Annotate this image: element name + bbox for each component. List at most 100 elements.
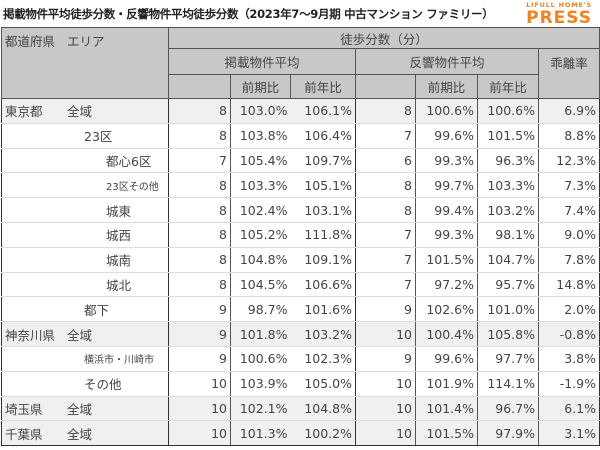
- pref-name: 神奈川県: [5, 327, 56, 343]
- table-row: 東京都 全域 8 103.0% 106.1% 8 100.6% 100.6% 6.9%: [1, 98, 600, 124]
- response-yoy: 104.7%: [477, 246, 539, 273]
- gap-rate: -0.8%: [538, 321, 600, 347]
- listed-avg-header: 掲載物件平均: [168, 48, 356, 75]
- area-cell: 23区: [1, 122, 169, 149]
- response-minutes: 7: [355, 271, 416, 298]
- table-row: その他 10 103.9% 105.0% 10 101.9% 114.1% -1.9%: [1, 370, 600, 397]
- listed-qoq: 104.5%: [230, 271, 291, 298]
- response-minutes: 10: [355, 395, 416, 422]
- listed-minutes: 9: [168, 296, 231, 323]
- area-cell: 埼玉県 全域: [1, 395, 169, 422]
- area-cell: 神奈川県 全域: [1, 321, 169, 347]
- listed-minutes-header: [168, 74, 231, 99]
- response-minutes: 7: [355, 221, 416, 248]
- response-qoq: 100.6%: [415, 98, 478, 124]
- lifull-press-logo: LIFULL HOME'S PRESS: [526, 2, 592, 27]
- pref-name: 東京都: [5, 104, 43, 120]
- response-minutes: 8: [355, 98, 416, 124]
- area-name: 都下: [84, 302, 110, 318]
- listed-qoq-header: 前期比: [230, 74, 291, 99]
- response-yoy: 96.7%: [477, 395, 539, 422]
- table-row: 城東 8 102.4% 103.1% 8 99.4% 103.2% 7.4%: [1, 197, 600, 223]
- response-qoq: 99.6%: [415, 122, 478, 149]
- listed-qoq: 101.8%: [230, 321, 291, 347]
- gap-rate: 3.1%: [538, 420, 600, 447]
- response-yoy: 101.0%: [477, 296, 539, 323]
- response-yoy: 97.9%: [477, 420, 539, 447]
- area-name: 城東: [106, 203, 132, 219]
- gap-rate: 7.3%: [538, 172, 600, 199]
- pref-name: 埼玉県: [5, 401, 43, 417]
- listed-yoy: 105.1%: [290, 172, 356, 199]
- logo-line2: PRESS: [526, 7, 592, 28]
- pref-header: 都道府県: [5, 34, 56, 49]
- area-name: 全域: [67, 327, 93, 343]
- gap-rate: 3.8%: [538, 345, 600, 372]
- gap-rate: 7.8%: [538, 246, 600, 273]
- gap-rate: 2.0%: [538, 296, 600, 323]
- response-qoq: 101.5%: [415, 420, 478, 447]
- listed-minutes: 7: [168, 147, 231, 174]
- listed-minutes: 8: [168, 98, 231, 124]
- area-name: 全域: [67, 401, 93, 417]
- gap-rate: 9.0%: [538, 221, 600, 248]
- listed-qoq: 103.8%: [230, 122, 291, 149]
- listed-yoy: 109.7%: [290, 147, 356, 174]
- response-minutes: 7: [355, 122, 416, 149]
- listed-minutes: 10: [168, 395, 231, 422]
- listed-yoy: 103.2%: [290, 321, 356, 347]
- gap-rate-header: 乖離率: [537, 48, 600, 99]
- listed-yoy: 100.2%: [290, 420, 356, 447]
- response-avg-header: 反響物件平均: [355, 48, 539, 75]
- listed-qoq: 103.9%: [230, 370, 291, 397]
- area-cell: 千葉県 全域: [1, 420, 169, 447]
- listed-yoy: 102.3%: [290, 345, 356, 372]
- listed-qoq: 103.3%: [230, 172, 291, 199]
- listed-yoy: 105.0%: [290, 370, 356, 397]
- response-minutes: 9: [355, 345, 416, 372]
- response-minutes: 8: [355, 197, 416, 223]
- response-qoq: 99.6%: [415, 345, 478, 372]
- listed-minutes: 8: [168, 271, 231, 298]
- response-qoq: 99.4%: [415, 197, 478, 223]
- response-qoq: 101.5%: [415, 246, 478, 273]
- area-cell: 東京都 全域: [1, 98, 169, 124]
- area-name: 横浜市・川崎市: [84, 355, 154, 367]
- area-name: 城西: [106, 228, 132, 244]
- listed-qoq: 105.2%: [230, 221, 291, 248]
- area-cell: 城東: [1, 197, 169, 223]
- response-qoq: 100.4%: [415, 321, 478, 347]
- listed-qoq: 101.3%: [230, 420, 291, 447]
- gap-rate: 6.9%: [538, 98, 600, 124]
- response-yoy: 103.3%: [477, 172, 539, 199]
- table-row: 神奈川県 全域 9 101.8% 103.2% 10 100.4% 105.8% -0.8%: [1, 321, 600, 347]
- listed-qoq: 102.1%: [230, 395, 291, 422]
- response-minutes: 7: [355, 246, 416, 273]
- table-row: 23区 8 103.8% 106.4% 7 99.6% 101.5% 8.8%: [1, 122, 600, 149]
- response-qoq: 101.9%: [415, 370, 478, 397]
- response-yoy: 97.7%: [477, 345, 539, 372]
- walk-minutes-header: 徒歩分数（分）: [167, 27, 600, 49]
- response-minutes: 10: [355, 370, 416, 397]
- gap-rate: 8.8%: [538, 122, 600, 149]
- listed-minutes: 8: [168, 246, 231, 273]
- listed-qoq: 104.8%: [230, 246, 291, 273]
- response-qoq: 97.2%: [415, 271, 478, 298]
- listed-minutes: 8: [168, 122, 231, 149]
- table-row: 城西 8 105.2% 111.8% 7 99.3% 98.1% 9.0%: [1, 221, 600, 248]
- area-cell: 城北: [1, 271, 169, 298]
- response-yoy: 95.7%: [477, 271, 539, 298]
- gap-rate: 7.4%: [538, 197, 600, 223]
- area-cell: 都下: [1, 296, 169, 323]
- table-row: 城南 8 104.8% 109.1% 7 101.5% 104.7% 7.8%: [1, 246, 600, 273]
- area-name: 23区: [84, 129, 113, 145]
- response-minutes: 8: [355, 172, 416, 199]
- listed-qoq: 102.4%: [230, 197, 291, 223]
- listed-yoy: 104.8%: [290, 395, 356, 422]
- area-cell: 都心6区: [1, 147, 169, 174]
- area-name: 城北: [106, 277, 132, 293]
- response-yoy-header: 前年比: [477, 74, 539, 99]
- listed-yoy: 103.1%: [290, 197, 356, 223]
- area-header: エリア: [67, 34, 105, 49]
- response-yoy: 101.5%: [477, 122, 539, 149]
